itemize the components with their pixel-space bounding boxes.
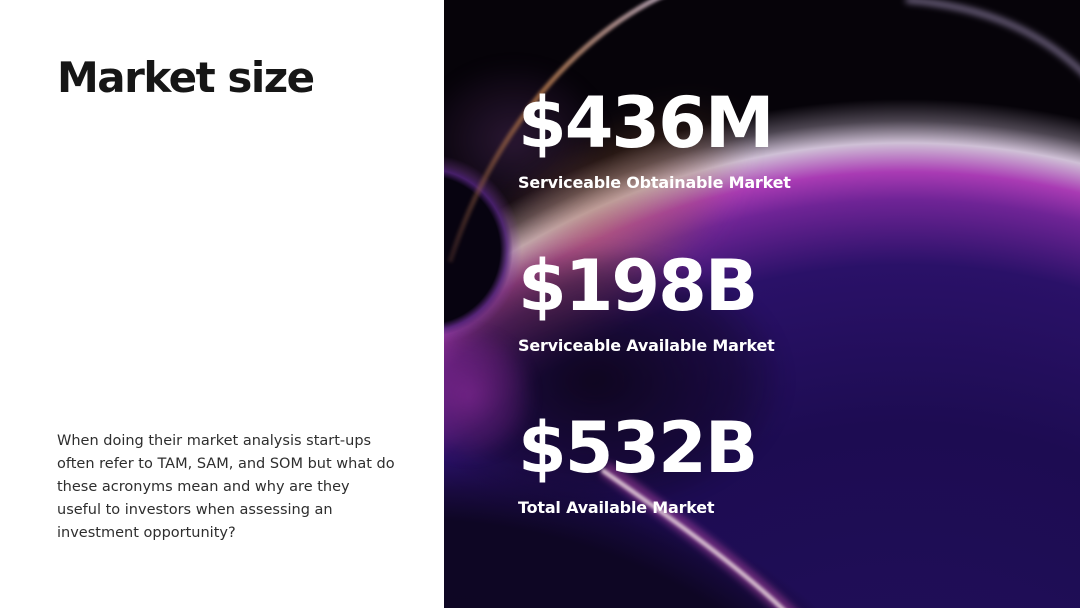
stat-serviceable-available-market: $198B Serviceable Available Market bbox=[518, 251, 775, 355]
slide-description: When doing their market analysis start-u… bbox=[57, 433, 395, 541]
stat-value: $198B bbox=[518, 245, 758, 327]
left-panel: Market size When doing their market anal… bbox=[0, 0, 444, 608]
background-warm-glow bbox=[444, 0, 851, 465]
stat-serviceable-obtainable-market: $436M Serviceable Obtainable Market bbox=[518, 88, 791, 192]
arc-top-right bbox=[905, 0, 1080, 74]
stat-label: Total Available Market bbox=[518, 498, 715, 517]
slide-title: Market size bbox=[57, 53, 315, 102]
stat-value: $436M bbox=[518, 82, 774, 164]
stat-total-available-market: $532B Total Available Market bbox=[518, 407, 758, 517]
right-panel: $436M Serviceable Obtainable Market $198… bbox=[444, 0, 1080, 608]
stat-label: Serviceable Available Market bbox=[518, 336, 775, 355]
stat-label: Serviceable Obtainable Market bbox=[518, 173, 791, 192]
stat-value: $532B bbox=[518, 407, 758, 489]
